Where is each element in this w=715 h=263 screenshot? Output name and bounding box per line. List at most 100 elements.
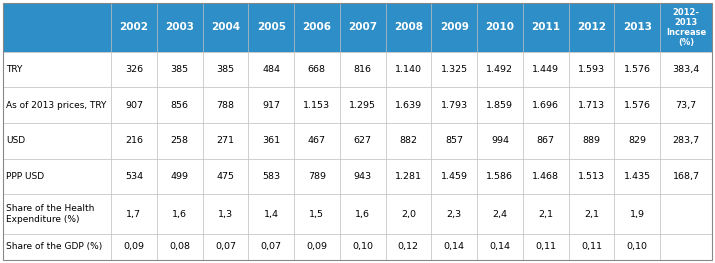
- Bar: [477, 159, 523, 194]
- Bar: [614, 159, 660, 194]
- Text: 0,09: 0,09: [124, 242, 144, 251]
- Text: 484: 484: [262, 65, 280, 74]
- Bar: [202, 159, 248, 194]
- Text: 856: 856: [171, 101, 189, 110]
- Text: 2011: 2011: [531, 22, 560, 32]
- Bar: [614, 3, 660, 52]
- Text: 1,4: 1,4: [264, 210, 279, 219]
- Bar: [385, 52, 431, 87]
- Text: 168,7: 168,7: [673, 172, 699, 181]
- Text: 2005: 2005: [257, 22, 285, 32]
- Text: 2,1: 2,1: [538, 210, 553, 219]
- Text: 383,4: 383,4: [672, 65, 699, 74]
- Text: 2006: 2006: [302, 22, 331, 32]
- Bar: [202, 234, 248, 260]
- Text: As of 2013 prices, TRY: As of 2013 prices, TRY: [6, 101, 107, 110]
- Bar: [202, 194, 248, 234]
- Text: 499: 499: [171, 172, 189, 181]
- Text: 943: 943: [353, 172, 372, 181]
- Text: 1.140: 1.140: [395, 65, 422, 74]
- Bar: [3, 123, 111, 159]
- Bar: [340, 123, 385, 159]
- Bar: [385, 87, 431, 123]
- Text: 2,3: 2,3: [447, 210, 462, 219]
- Text: 0,09: 0,09: [306, 242, 327, 251]
- Text: 1.793: 1.793: [440, 101, 468, 110]
- Text: 534: 534: [125, 172, 143, 181]
- Bar: [111, 87, 157, 123]
- Bar: [523, 123, 568, 159]
- Text: 1.859: 1.859: [486, 101, 513, 110]
- Bar: [523, 159, 568, 194]
- Text: 1.576: 1.576: [623, 101, 651, 110]
- Bar: [660, 87, 712, 123]
- Text: 1,7: 1,7: [127, 210, 142, 219]
- Bar: [431, 159, 477, 194]
- Bar: [477, 87, 523, 123]
- Bar: [477, 234, 523, 260]
- Text: 1,5: 1,5: [310, 210, 325, 219]
- Bar: [340, 52, 385, 87]
- Bar: [385, 194, 431, 234]
- Text: 907: 907: [125, 101, 143, 110]
- Bar: [157, 52, 202, 87]
- Bar: [660, 159, 712, 194]
- Text: 2,1: 2,1: [584, 210, 599, 219]
- Text: 1,3: 1,3: [218, 210, 233, 219]
- Text: 1.513: 1.513: [578, 172, 605, 181]
- Text: 73,7: 73,7: [676, 101, 696, 110]
- Text: 1,9: 1,9: [630, 210, 645, 219]
- Bar: [523, 52, 568, 87]
- Bar: [202, 123, 248, 159]
- Text: 2002: 2002: [119, 22, 149, 32]
- Bar: [568, 3, 614, 52]
- Text: 1.639: 1.639: [395, 101, 422, 110]
- Text: 2007: 2007: [348, 22, 378, 32]
- Bar: [385, 123, 431, 159]
- Bar: [111, 123, 157, 159]
- Text: 2012-
2013
Increase
(%): 2012- 2013 Increase (%): [666, 8, 706, 47]
- Text: 917: 917: [262, 101, 280, 110]
- Bar: [111, 194, 157, 234]
- Text: 0,10: 0,10: [626, 242, 648, 251]
- Text: 668: 668: [308, 65, 326, 74]
- Bar: [248, 52, 294, 87]
- Text: 467: 467: [308, 136, 326, 145]
- Text: 0,07: 0,07: [215, 242, 236, 251]
- Text: 788: 788: [217, 101, 235, 110]
- Bar: [157, 123, 202, 159]
- Text: 1.325: 1.325: [440, 65, 468, 74]
- Bar: [614, 234, 660, 260]
- Bar: [294, 159, 340, 194]
- Bar: [340, 234, 385, 260]
- Text: 2008: 2008: [394, 22, 423, 32]
- Text: 1.435: 1.435: [623, 172, 651, 181]
- Text: 385: 385: [171, 65, 189, 74]
- Bar: [431, 3, 477, 52]
- Text: 0,08: 0,08: [169, 242, 190, 251]
- Bar: [294, 123, 340, 159]
- Bar: [294, 87, 340, 123]
- Text: 271: 271: [217, 136, 235, 145]
- Bar: [248, 123, 294, 159]
- Bar: [248, 194, 294, 234]
- Text: 385: 385: [217, 65, 235, 74]
- Bar: [614, 123, 660, 159]
- Bar: [477, 3, 523, 52]
- Text: 1.696: 1.696: [532, 101, 559, 110]
- Text: 789: 789: [308, 172, 326, 181]
- Text: 0,10: 0,10: [352, 242, 373, 251]
- Text: 0,12: 0,12: [398, 242, 419, 251]
- Text: 583: 583: [262, 172, 280, 181]
- Bar: [568, 52, 614, 87]
- Text: USD: USD: [6, 136, 25, 145]
- Bar: [3, 52, 111, 87]
- Bar: [202, 3, 248, 52]
- Bar: [248, 3, 294, 52]
- Bar: [385, 159, 431, 194]
- Bar: [568, 159, 614, 194]
- Text: TRY: TRY: [6, 65, 22, 74]
- Bar: [111, 159, 157, 194]
- Text: 326: 326: [125, 65, 143, 74]
- Text: 867: 867: [537, 136, 555, 145]
